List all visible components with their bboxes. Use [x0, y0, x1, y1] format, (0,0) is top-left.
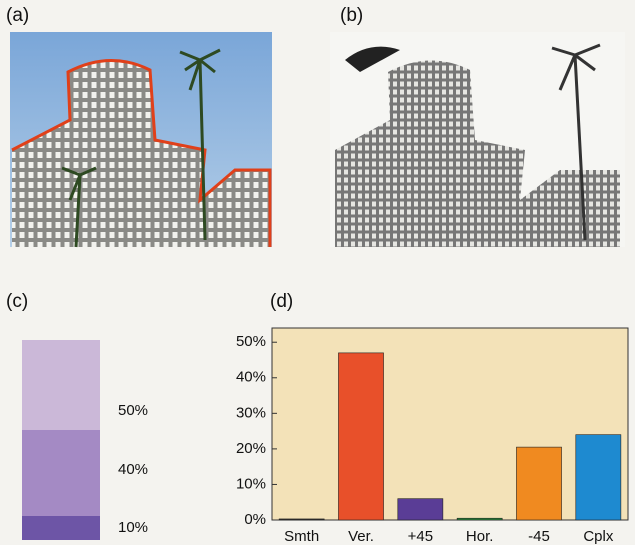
x-tick-label: Hor. [466, 528, 494, 545]
panel-label: (b) [340, 5, 363, 26]
y-tick-label: 50% [236, 333, 266, 350]
y-tick-label: 10% [236, 475, 266, 492]
x-tick-label: Smth [284, 528, 319, 545]
y-tick-label: 30% [236, 404, 266, 421]
panel-label: (d) [270, 291, 293, 312]
swatch-label: 50% [118, 402, 148, 419]
x-tick-label: Cplx [583, 528, 614, 545]
panel-label: (a) [6, 5, 29, 26]
y-tick-label: 0% [244, 511, 266, 528]
y-tick-label: 40% [236, 369, 266, 386]
color-swatches [22, 340, 100, 540]
x-tick-label: +45 [408, 528, 433, 545]
figure: (a) (b) (c) (d) 50% 40% 10% 0% 10% 20% 30% 4… [0, 0, 635, 545]
swatch-label: 10% [118, 519, 148, 536]
bar-chart: 0% 10% 20% 30% 40% 50% Smth Ver. +45 Hor. -45 Cplx [236, 328, 628, 545]
bar [457, 518, 502, 520]
x-tick-label: Ver. [348, 528, 374, 545]
panel-label: (c) [6, 291, 28, 312]
photo-b [330, 32, 625, 247]
bar [576, 435, 621, 520]
swatch-label: 40% [118, 461, 148, 478]
bar [398, 499, 443, 520]
bar [338, 353, 383, 520]
bar [279, 519, 324, 520]
x-tick-label: -45 [528, 528, 550, 545]
photo-a [10, 32, 272, 247]
y-tick-label: 20% [236, 440, 266, 457]
bar [516, 447, 561, 520]
